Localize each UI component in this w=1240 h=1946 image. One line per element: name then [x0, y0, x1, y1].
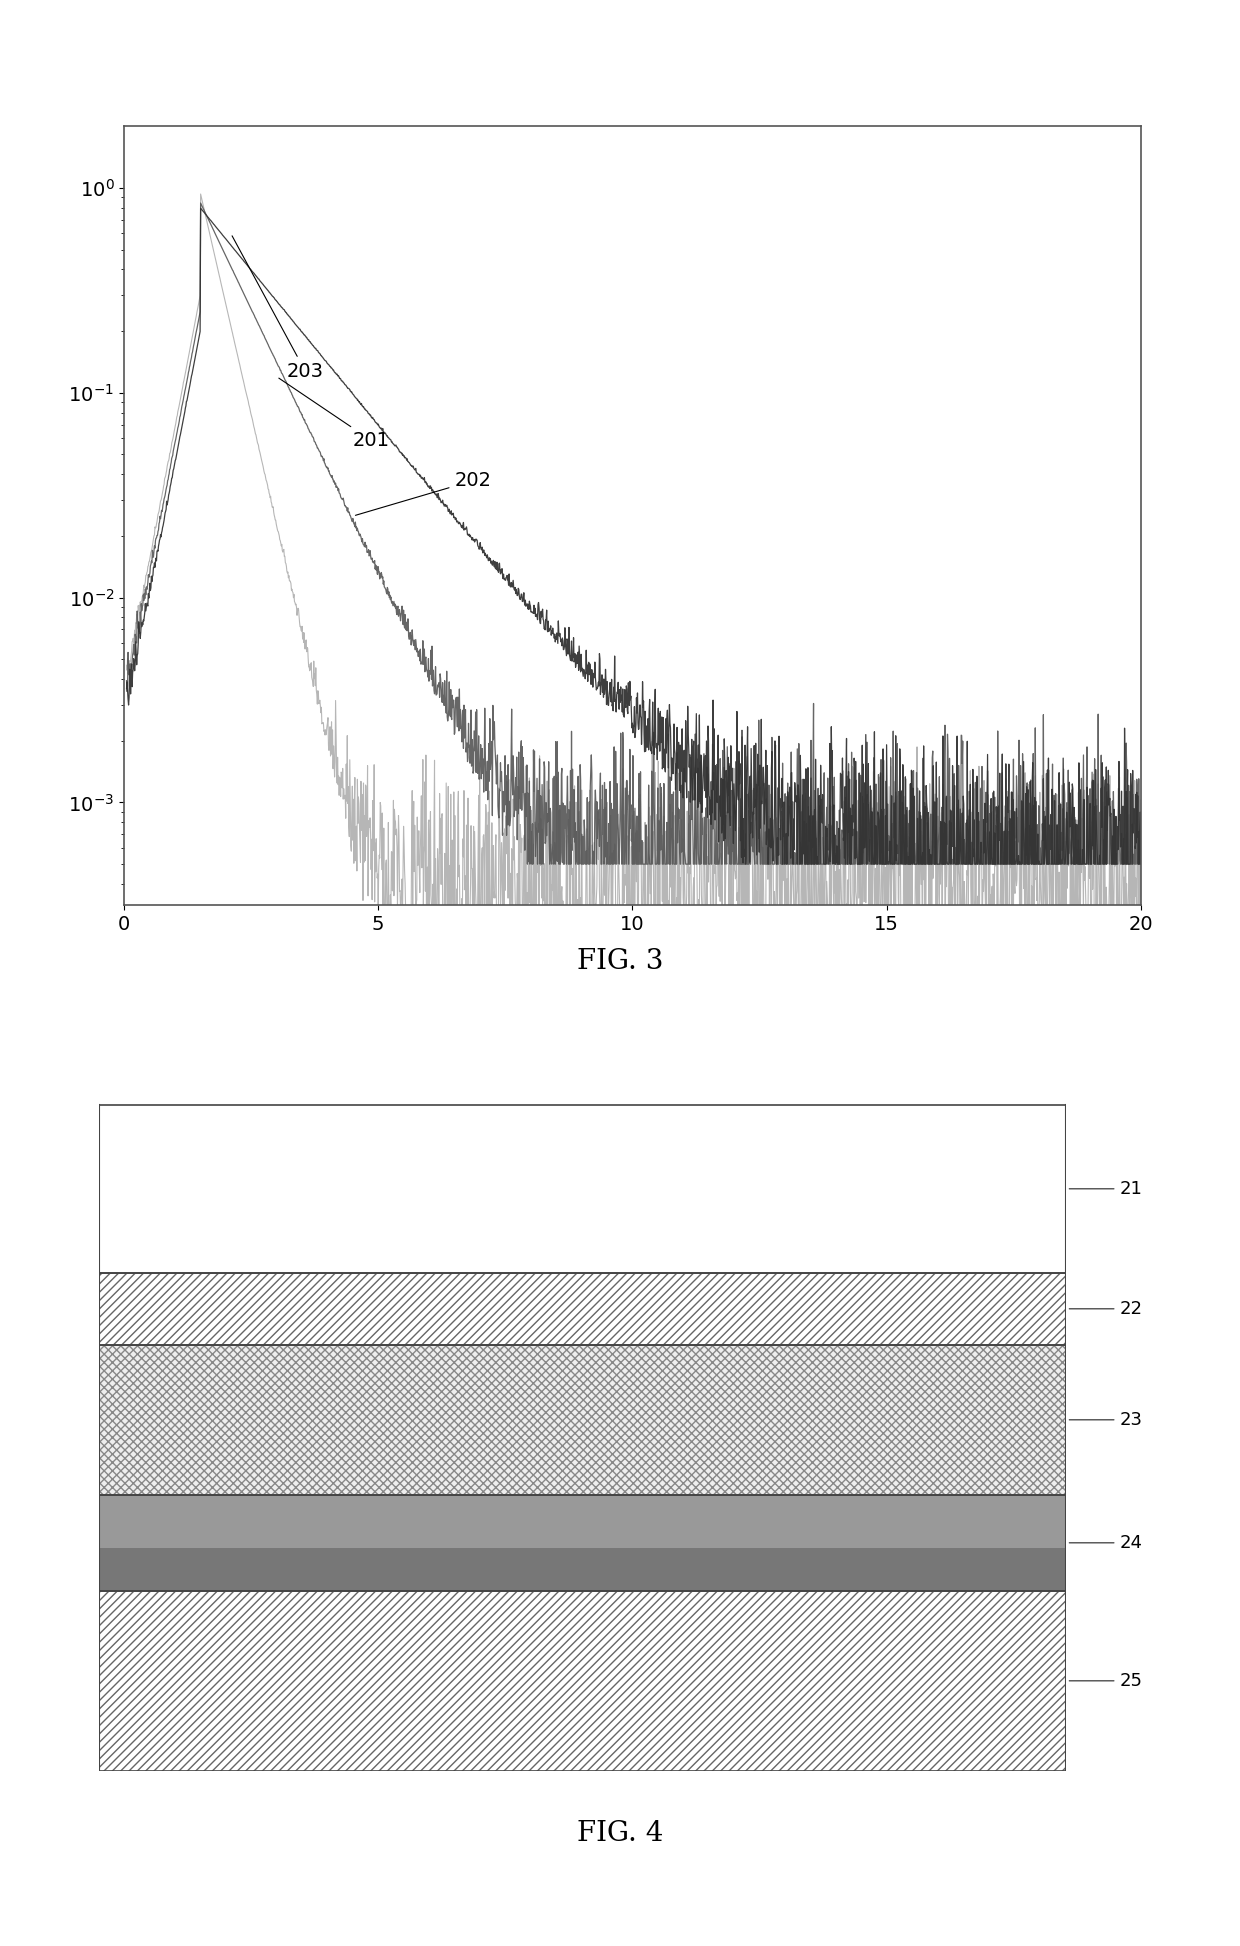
Text: 22: 22: [1069, 1300, 1142, 1317]
Bar: [99, 1345, 1066, 1495]
Bar: [99, 1345, 1066, 1495]
Text: FIG. 3: FIG. 3: [577, 948, 663, 975]
Bar: [99, 1273, 1066, 1345]
Text: 21: 21: [1069, 1179, 1142, 1199]
Bar: [99, 1105, 1066, 1273]
Text: 25: 25: [1069, 1672, 1142, 1689]
Text: 24: 24: [1069, 1533, 1142, 1551]
Bar: [99, 1495, 1066, 1592]
Text: FIG. 4: FIG. 4: [577, 1820, 663, 1847]
Bar: [99, 1592, 1066, 1771]
Text: 23: 23: [1069, 1411, 1142, 1428]
Bar: [99, 1547, 1066, 1592]
Text: 202: 202: [356, 471, 491, 516]
Bar: [99, 1273, 1066, 1345]
Text: 203: 203: [232, 235, 324, 381]
Bar: [99, 1592, 1066, 1771]
Text: 201: 201: [279, 378, 389, 450]
